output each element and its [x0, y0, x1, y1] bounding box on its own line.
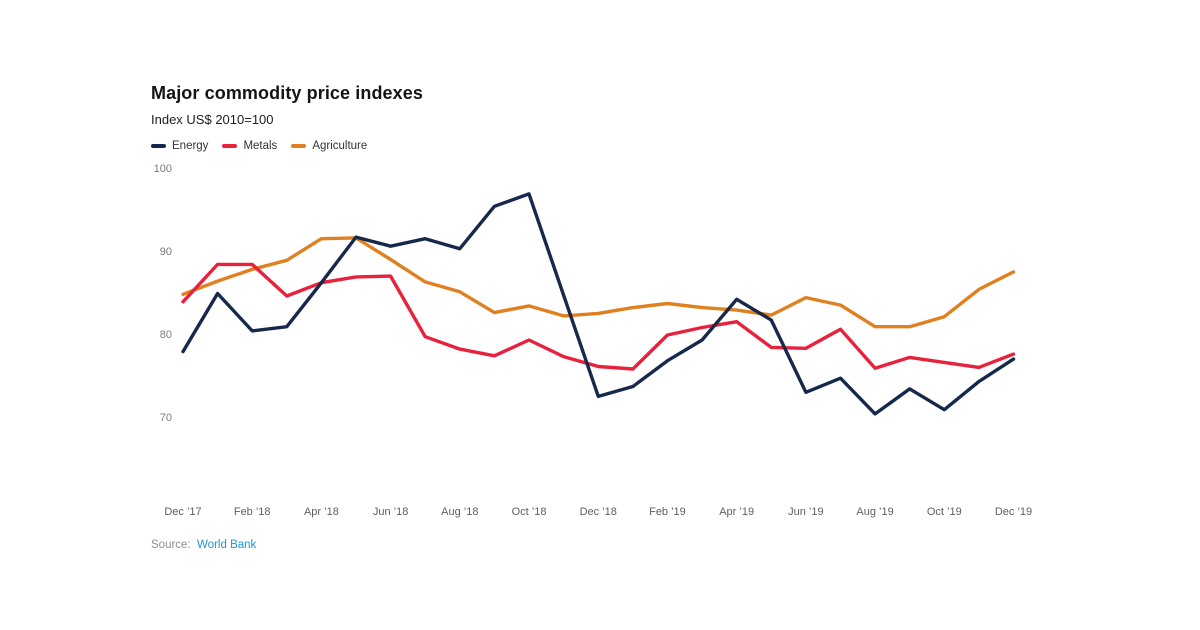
x-axis-tick-label: Dec ’18 — [579, 506, 617, 518]
x-axis-tick-label: Dec ’19 — [994, 506, 1033, 518]
y-axis-tick-label: 100 — [153, 163, 172, 175]
x-axis-tick-label: Oct ’18 — [511, 506, 547, 518]
x-axis-tick-label: Jun ’18 — [372, 506, 409, 518]
metals-line-swatch-icon — [222, 144, 238, 148]
source-line: Source: World Bank — [151, 539, 256, 551]
legend: Energy Metals Agriculture — [151, 140, 367, 152]
x-axis-tick-label: Dec ’17 — [164, 506, 202, 518]
x-axis-tick-label: Aug ’18 — [441, 506, 479, 518]
energy-line-swatch-icon — [151, 144, 166, 148]
legend-item-agriculture: Agriculture — [291, 140, 367, 152]
x-axis-tick-label: Aug ’19 — [856, 506, 894, 518]
x-axis-tick-label: Feb ’18 — [233, 506, 271, 518]
series-line-metals — [181, 262, 1016, 371]
x-axis-tick-label: Apr ’19 — [719, 506, 755, 518]
y-axis-tick-label: 70 — [159, 412, 172, 424]
chart-subtitle: Index US$ 2010=100 — [151, 112, 274, 127]
legend-item-metals: Metals — [222, 140, 277, 152]
legend-label-energy: Energy — [172, 140, 209, 152]
x-axis-tick-label: Apr ’18 — [303, 506, 339, 518]
agriculture-line-swatch-icon — [291, 144, 307, 148]
source-link[interactable]: World Bank — [197, 539, 257, 551]
x-axis-tick-label: Feb ’19 — [649, 506, 686, 518]
x-axis-tick-label: Oct ’19 — [926, 506, 962, 518]
chart-title: Major commodity price indexes — [151, 83, 423, 103]
source-label: Source: — [151, 539, 191, 551]
legend-label-agriculture: Agriculture — [312, 140, 368, 152]
legend-label-metals: Metals — [243, 140, 278, 152]
y-axis-tick-label: 90 — [159, 246, 172, 258]
legend-item-energy: Energy — [151, 140, 208, 152]
series-line-agriculture — [181, 236, 1016, 329]
y-axis-tick-label: 80 — [159, 329, 172, 341]
x-axis-tick-label: Jun ’19 — [788, 506, 824, 518]
series-line-energy — [181, 192, 1016, 416]
